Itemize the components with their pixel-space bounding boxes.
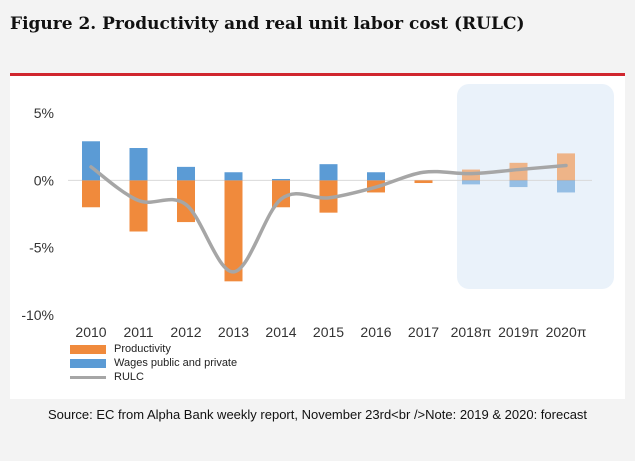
legend-label-productivity: Productivity bbox=[114, 343, 171, 355]
x-tick-label: 2013 bbox=[218, 324, 249, 340]
bar-wages-2019π bbox=[509, 180, 528, 188]
legend-swatch-rulc bbox=[70, 375, 106, 379]
legend-label-wages: Wages public and private bbox=[114, 357, 238, 369]
legend-item-productivity: Productivity bbox=[70, 342, 237, 356]
bar-wages-2011 bbox=[129, 148, 148, 181]
x-tick-label: 2010 bbox=[75, 324, 106, 340]
legend-item-rulc: RULC bbox=[70, 370, 237, 384]
x-tick-label: 2020π bbox=[546, 324, 587, 340]
legend-item-wages: Wages public and private bbox=[70, 356, 237, 370]
bar-wages-2014 bbox=[272, 178, 290, 181]
bar-wages-2012 bbox=[177, 166, 195, 181]
legend-swatch-wages bbox=[70, 358, 106, 368]
bar-productivity-2010 bbox=[82, 180, 100, 208]
figure-title: Figure 2. Productivity and real unit lab… bbox=[10, 14, 525, 34]
y-tick-label: -10% bbox=[21, 307, 54, 323]
x-tick-label: 2017 bbox=[408, 324, 439, 340]
x-tick-label: 2011 bbox=[123, 324, 153, 340]
y-tick-label: 5% bbox=[34, 105, 54, 121]
bar-productivity-2014 bbox=[272, 180, 290, 208]
rulc-line bbox=[89, 163, 568, 274]
legend-label-rulc: RULC bbox=[114, 371, 144, 383]
x-tick-label: 2014 bbox=[265, 324, 296, 340]
x-tick-label: 2016 bbox=[360, 324, 391, 340]
source-note: Source: EC from Alpha Bank weekly report… bbox=[47, 407, 588, 422]
x-tick-label: 2019π bbox=[498, 324, 539, 340]
bar-productivity-2019π bbox=[509, 162, 528, 181]
bar-productivity-2017 bbox=[414, 180, 433, 184]
legend-swatch-productivity bbox=[70, 344, 106, 354]
forecast-region bbox=[457, 84, 614, 289]
bar-wages-2015 bbox=[319, 164, 338, 181]
bar-wages-2018π bbox=[462, 180, 480, 185]
y-tick-label: 0% bbox=[34, 172, 54, 188]
bar-wages-2016 bbox=[367, 172, 385, 181]
bar-wages-2010 bbox=[82, 141, 100, 181]
bar-wages-2013 bbox=[224, 172, 243, 181]
x-tick-label: 2012 bbox=[170, 324, 201, 340]
x-tick-label: 2018π bbox=[451, 324, 492, 340]
title-divider bbox=[10, 73, 625, 76]
bar-productivity-2011 bbox=[129, 180, 148, 232]
bar-productivity-2013 bbox=[224, 180, 243, 282]
legend: Productivity Wages public and private RU… bbox=[70, 342, 237, 384]
x-tick-label: 2015 bbox=[313, 324, 344, 340]
bar-wages-2020π bbox=[557, 180, 575, 193]
y-tick-label: -5% bbox=[29, 240, 54, 256]
